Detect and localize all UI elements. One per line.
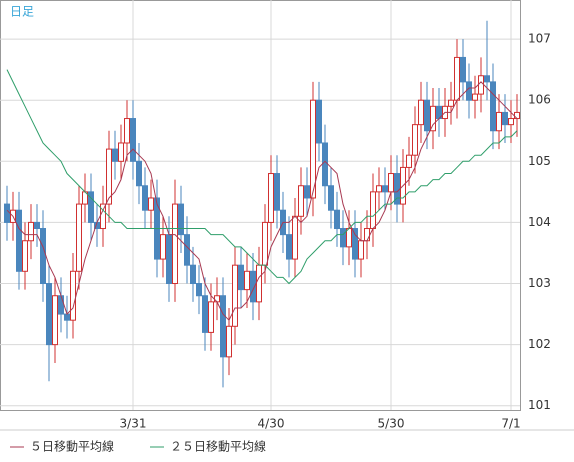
candle-body [478,75,484,95]
candle-body [430,105,436,132]
candle-body [166,234,172,285]
candle-body [34,221,40,230]
candle-body [448,99,454,107]
candle-body [184,234,190,266]
candle-body [412,124,418,156]
x-tick-label: 5/30 [378,417,405,431]
candle-body [16,209,22,272]
candle-body [484,75,490,83]
candle-body [424,99,430,132]
candle-body [496,111,502,132]
candle-body [370,191,376,230]
candle-body [466,81,472,101]
candle-body [118,142,124,162]
candle-body [226,325,232,358]
candle-body [190,264,196,285]
candle-body [352,228,358,260]
candle-body [178,203,184,236]
candle-body [382,185,388,193]
legend-label: ５日移動平均線 [30,439,114,454]
candle-body [286,234,292,260]
candle-body [454,56,460,101]
candle-body [232,264,238,327]
candle-body [40,228,46,285]
x-tick-label: 3/31 [120,417,147,431]
x-tick-label: 7/1 [501,417,520,431]
candle-body [238,264,244,291]
candle-body [172,203,178,285]
candle-body [214,295,220,303]
candle-body [160,234,166,260]
candle-body [418,99,424,126]
candle-body [202,295,208,333]
y-tick-label: 101 [528,398,551,412]
candle-body [268,173,274,223]
candle-body [490,81,496,132]
candle-body [52,295,58,346]
candle-body [502,111,508,126]
y-tick-label: 103 [528,276,551,290]
y-tick-label: 106 [528,93,551,107]
chart-label: 日足 [10,5,34,19]
moving-average-line [6,69,518,285]
candle-body [58,295,64,315]
candle-body [304,185,310,199]
candle-body [124,118,130,144]
candle-body [472,93,478,101]
x-tick-label: 4/30 [258,417,285,431]
candle-body [292,215,298,260]
candle-body [406,154,412,168]
candle-body [514,111,520,120]
candle-body [316,99,322,144]
candle-body [88,191,94,223]
candle-body [334,209,340,230]
candle-body [508,118,514,126]
plot-frame [0,0,521,411]
candle-body [322,142,328,187]
candle-body [28,221,34,242]
candle-body [460,56,466,83]
candle-body [136,160,142,187]
candle-body [340,228,346,248]
candle-body [244,270,250,291]
legend-label: ２５日移動平均線 [170,439,266,454]
candle-body [4,203,10,223]
candle-body [310,99,316,199]
candle-body [148,197,154,211]
candle-body [106,148,112,205]
candle-body [76,203,82,272]
candle-body [64,313,70,321]
candle-body [220,295,226,358]
candle-body [346,228,352,248]
candle-body [388,173,394,193]
candle-body [250,270,256,303]
candle-body [358,240,364,260]
candle-body [142,185,148,211]
y-tick-label: 107 [528,32,551,46]
candle-body [196,283,202,297]
y-tick-label: 105 [528,154,551,168]
candle-body [130,118,136,162]
candle-body [376,185,382,193]
candle-body [112,148,118,162]
candle-body [262,221,268,266]
candle-body [70,270,76,321]
moving-average-line [6,81,518,322]
candle-body [46,283,52,346]
candle-body [298,185,304,217]
candle-body [256,264,262,303]
y-tick-label: 104 [528,215,551,229]
candle-body [364,228,370,242]
candle-body [22,240,28,272]
candle-body [208,301,214,333]
candle-body [274,173,280,211]
candle-body [328,185,334,211]
y-tick-label: 102 [528,337,551,351]
